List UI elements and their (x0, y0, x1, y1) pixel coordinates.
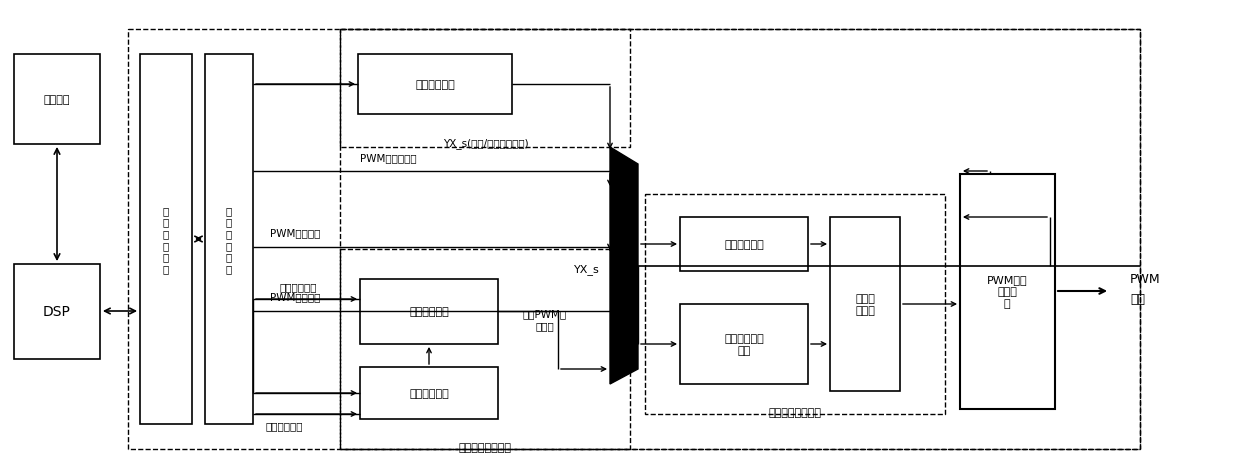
Bar (14, 265, 100, 359)
Text: 载波生
成模块: 载波生 成模块 (855, 294, 875, 315)
Bar (680, 304, 808, 384)
Bar (361, 279, 498, 344)
Text: 人机界面: 人机界面 (43, 95, 71, 105)
Text: DSP: DSP (43, 304, 71, 318)
Text: 动态移相步长: 动态移相步长 (280, 281, 317, 291)
Text: 动态移相时间: 动态移相时间 (265, 420, 302, 430)
Text: 数
据
缓
冲
模
块: 数 据 缓 冲 模 块 (225, 206, 232, 273)
Bar (960, 175, 1054, 409)
Text: PWM移相相位: PWM移相相位 (270, 291, 321, 301)
Text: PWM脉冲频率: PWM脉冲频率 (270, 228, 321, 238)
Bar (204, 55, 253, 424)
Bar (339, 30, 1140, 449)
Text: YX_s: YX_s (574, 264, 600, 275)
Text: 动态移相控制模块: 动态移相控制模块 (458, 442, 512, 452)
Bar (140, 55, 192, 424)
Text: PWM脉冲
生成模
块: PWM脉冲 生成模 块 (986, 275, 1027, 308)
Bar (339, 30, 629, 148)
Bar (128, 30, 1140, 449)
Bar (680, 218, 808, 271)
Text: 周期计算模块: 周期计算模块 (724, 239, 764, 249)
Text: PWM: PWM (1130, 273, 1161, 286)
Bar (14, 55, 100, 145)
Bar (339, 249, 629, 449)
Text: PWM脉冲占空比: PWM脉冲占空比 (361, 153, 416, 163)
Text: 通
讯
接
收
模
块: 通 讯 接 收 模 块 (162, 206, 170, 273)
Text: 时钟分频模块: 时钟分频模块 (409, 388, 449, 398)
Text: 动态PWM脉
冲相位: 动态PWM脉 冲相位 (523, 308, 567, 330)
Polygon shape (610, 148, 638, 384)
Text: 模式识别模块: 模式识别模块 (415, 80, 455, 90)
Text: 静态移相控制模块: 静态移相控制模块 (768, 407, 821, 417)
Bar (646, 195, 945, 414)
Text: YX_s(静态/动态移相选择): YX_s(静态/动态移相选择) (444, 138, 529, 149)
Bar (358, 55, 512, 115)
Bar (361, 367, 498, 419)
Text: 脉冲: 脉冲 (1130, 293, 1145, 306)
Text: 同步信号生成
模块: 同步信号生成 模块 (724, 334, 764, 355)
Text: 运算比较模块: 运算比较模块 (409, 307, 449, 317)
Bar (830, 218, 900, 391)
